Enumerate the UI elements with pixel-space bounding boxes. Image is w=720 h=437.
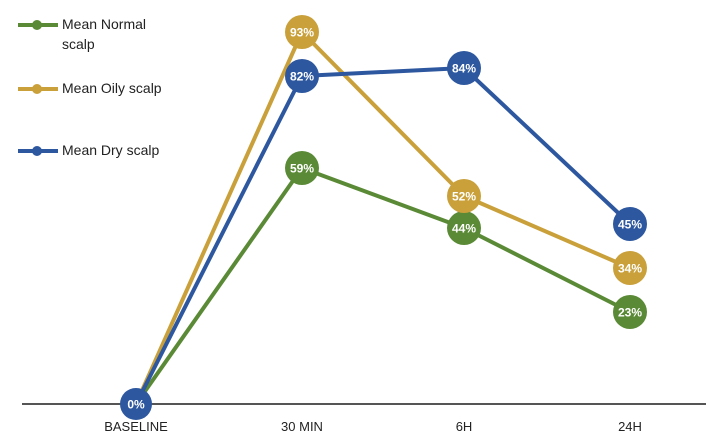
data-label: 23%: [618, 306, 642, 320]
legend-dot-normal: [32, 20, 42, 30]
data-point-mean-dry-scalp-6h: 84%: [447, 51, 481, 85]
legend-item-dry: Mean Dry scalp: [18, 140, 228, 160]
data-point-mean-normal-scalp-24h: 23%: [613, 295, 647, 329]
data-marker: [447, 51, 481, 85]
data-marker: [613, 251, 647, 285]
x-tick-6h: 6H: [456, 419, 473, 434]
data-point-mean-oily-scalp-30-min: 93%: [285, 15, 319, 49]
data-label: 93%: [290, 26, 314, 40]
data-point-mean-oily-scalp-24h: 34%: [613, 251, 647, 285]
data-label: 44%: [452, 222, 476, 236]
legend-label-normal: Mean Normal scalp: [62, 16, 147, 52]
data-point-baseline: 0%: [120, 388, 152, 420]
x-tick-30-min: 30 MIN: [281, 419, 323, 434]
data-point-mean-dry-scalp-30-min: 82%: [285, 59, 319, 93]
data-label: 84%: [452, 62, 476, 76]
data-marker: [285, 59, 319, 93]
baseline-marker: [120, 388, 152, 420]
data-point-mean-dry-scalp-24h: 45%: [613, 207, 647, 241]
legend-dot-oily: [32, 84, 42, 94]
legend-label-oily: Mean Oily scalp: [62, 80, 162, 96]
legend-item-oily: Mean Oily scalp: [18, 78, 228, 98]
legend-item-normal: Mean Normal scalp: [18, 14, 228, 58]
legend-dot-dry: [32, 146, 42, 156]
data-marker: [285, 15, 319, 49]
legend-label-dry: Mean Dry scalp: [62, 142, 160, 158]
data-marker: [613, 207, 647, 241]
data-point-mean-normal-scalp-30-min: 59%: [285, 151, 319, 185]
data-marker: [285, 151, 319, 185]
data-label: 34%: [618, 262, 642, 276]
data-label: 59%: [290, 162, 314, 176]
data-marker: [447, 211, 481, 245]
data-marker: [613, 295, 647, 329]
data-point-mean-oily-scalp-6h: 52%: [447, 179, 481, 213]
data-point-mean-normal-scalp-6h: 44%: [447, 211, 481, 245]
data-label: 82%: [290, 70, 314, 84]
baseline-label: 0%: [127, 398, 145, 412]
x-tick-baseline: BASELINE: [104, 419, 168, 434]
data-label: 52%: [452, 190, 476, 204]
series-line-mean-dry-scalp: [134, 66, 632, 405]
x-tick-24h: 24H: [618, 419, 642, 434]
series-line-mean-oily-scalp: [134, 30, 631, 405]
data-marker: [447, 179, 481, 213]
legend: Mean Normal scalp Mean Oily scalp Mean D…: [18, 14, 228, 158]
series-line-mean-normal-scalp: [134, 166, 631, 406]
data-label: 45%: [618, 218, 642, 232]
